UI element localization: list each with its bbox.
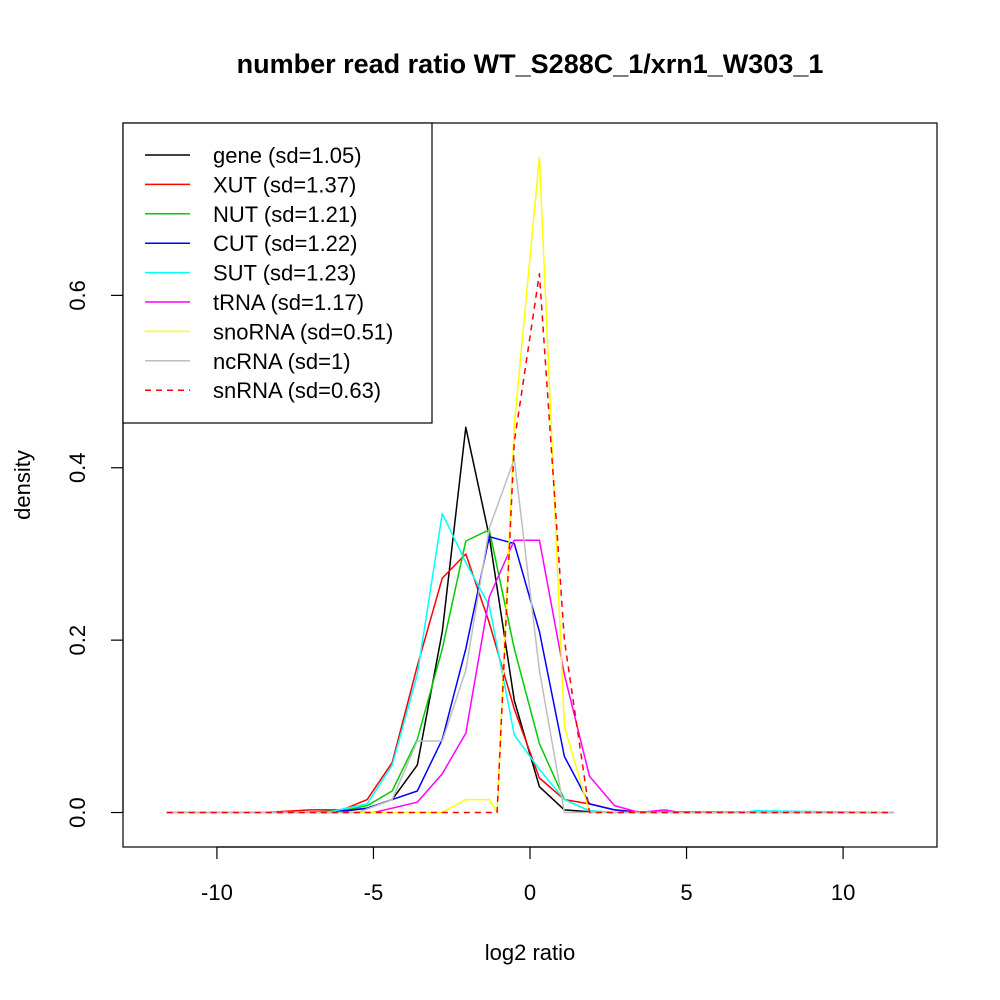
legend-label: tRNA (sd=1.17) (213, 290, 364, 315)
x-axis: -10 -5 0 5 10 (201, 846, 855, 905)
y-tick-label: 0.2 (65, 625, 90, 656)
y-axis-label: density (10, 450, 35, 520)
y-tick-label: 0.0 (65, 797, 90, 828)
y-tick-label: 0.6 (65, 280, 90, 311)
legend-label: CUT (sd=1.22) (213, 231, 357, 256)
series-line-5 (166, 539, 894, 814)
series-line-4 (166, 512, 894, 814)
x-tick-label: 10 (831, 880, 855, 905)
series-line-0 (166, 426, 894, 814)
x-tick-label: 0 (524, 880, 536, 905)
y-axis: 0.0 0.2 0.4 0.6 (65, 280, 124, 828)
series-line-3 (166, 535, 894, 814)
series-line-2 (166, 529, 894, 814)
x-tick-label: -5 (364, 880, 384, 905)
legend-label: SUT (sd=1.23) (213, 261, 356, 286)
legend-label: XUT (sd=1.37) (213, 172, 356, 197)
legend-label: snoRNA (sd=0.51) (213, 319, 393, 344)
series-line-8 (166, 273, 894, 814)
legend-label: NUT (sd=1.21) (213, 202, 357, 227)
legend-label: gene (sd=1.05) (213, 143, 362, 168)
legend: gene (sd=1.05) XUT (sd=1.37) NUT (sd=1.21)… (122, 122, 433, 424)
x-tick-label: 5 (680, 880, 692, 905)
x-axis-label: log2 ratio (485, 940, 576, 965)
y-tick-label: 0.4 (65, 452, 90, 483)
chart-title: number read ratio WT_S288C_1/xrn1_W303_1 (237, 49, 824, 79)
legend-label: snRNA (sd=0.63) (213, 378, 381, 403)
series-line-7 (166, 458, 894, 814)
series-line-6 (166, 156, 894, 814)
series-layer (166, 156, 894, 814)
x-tick-label: -10 (201, 880, 233, 905)
legend-label: ncRNA (sd=1) (213, 349, 351, 374)
